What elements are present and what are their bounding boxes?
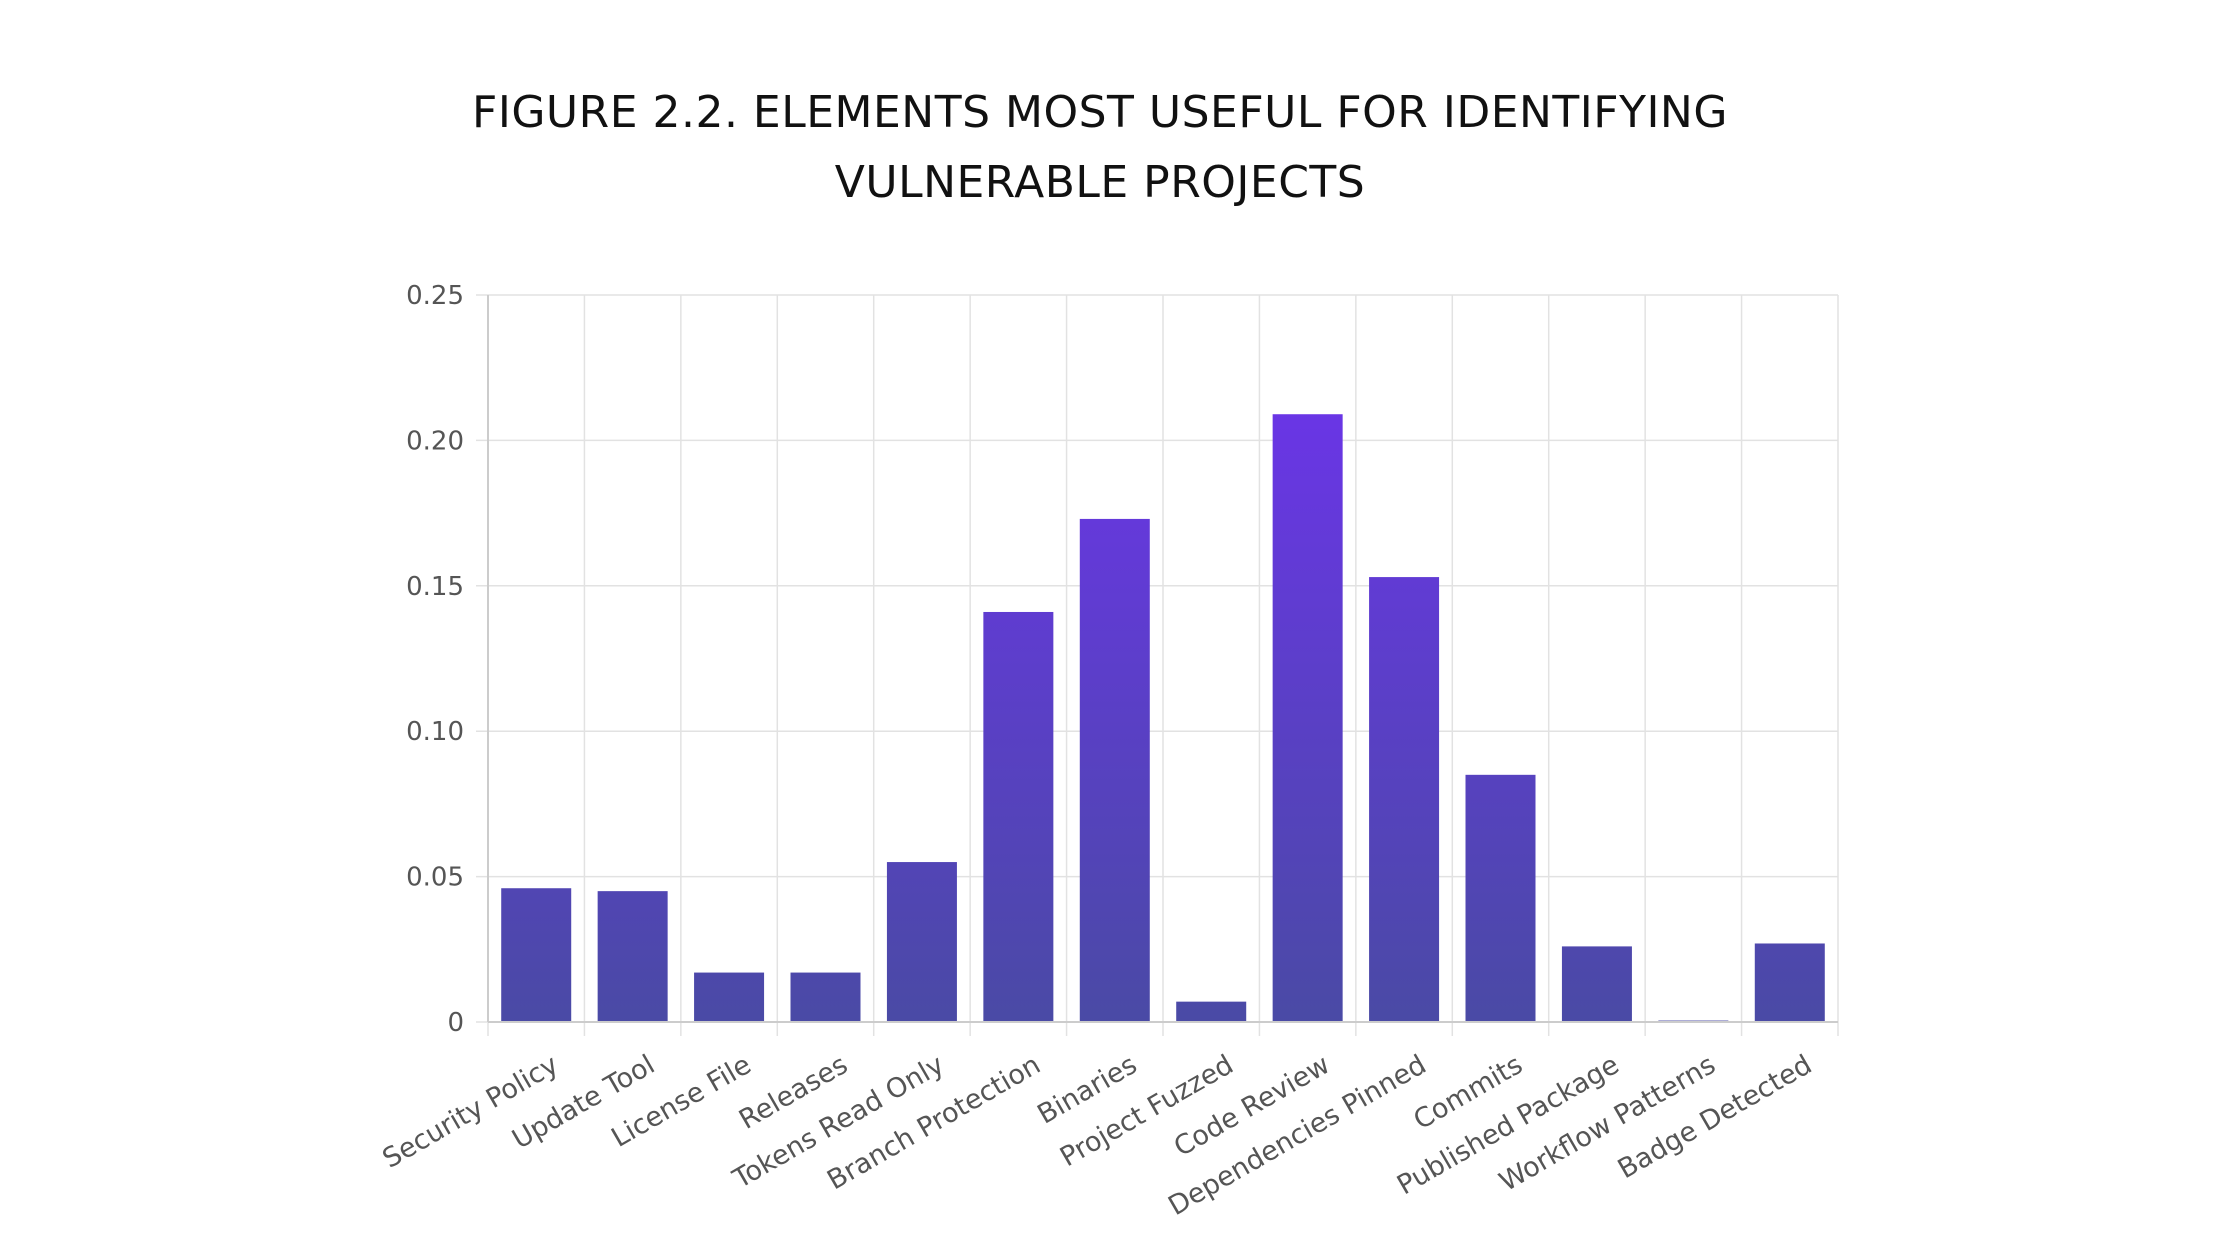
bar-security-policy[interactable] (501, 888, 572, 1022)
chart-title-line-2: VULNERABLE PROJECTS (834, 157, 1366, 208)
y-tick-label: 0.20 (406, 426, 464, 456)
grid (476, 294, 1839, 1036)
chart-title-line-1: FIGURE 2.2. ELEMENTS MOST USEFUL FOR IDE… (472, 87, 1728, 138)
bar-tokens-read-only[interactable] (886, 862, 957, 1022)
bar-code-review[interactable] (1272, 414, 1343, 1022)
axes (487, 295, 1838, 1023)
bar-dependencies-pinned[interactable] (1369, 577, 1440, 1022)
bar-binaries[interactable] (1079, 518, 1150, 1022)
bar-releases[interactable] (790, 972, 861, 1022)
bar-published-package[interactable] (1561, 946, 1632, 1022)
y-tick-label: 0 (447, 1008, 464, 1038)
bars (501, 414, 1825, 1022)
y-axis-ticks: 0 0.05 0.10 0.15 0.20 0.25 (406, 281, 464, 1038)
y-tick-label: 0.10 (406, 717, 464, 747)
bar-project-fuzzed[interactable] (1176, 1001, 1247, 1022)
y-tick-label: 0.15 (406, 572, 464, 602)
bar-branch-protection[interactable] (983, 611, 1054, 1022)
bar-license-file[interactable] (694, 972, 765, 1022)
chart-title: FIGURE 2.2. ELEMENTS MOST USEFUL FOR IDE… (0, 78, 2200, 218)
bar-badge-detected[interactable] (1754, 943, 1825, 1022)
bar-commits[interactable] (1465, 774, 1536, 1022)
bar-update-tool[interactable] (597, 891, 668, 1022)
y-tick-label: 0.25 (406, 281, 464, 311)
y-tick-label: 0.05 (406, 863, 464, 893)
